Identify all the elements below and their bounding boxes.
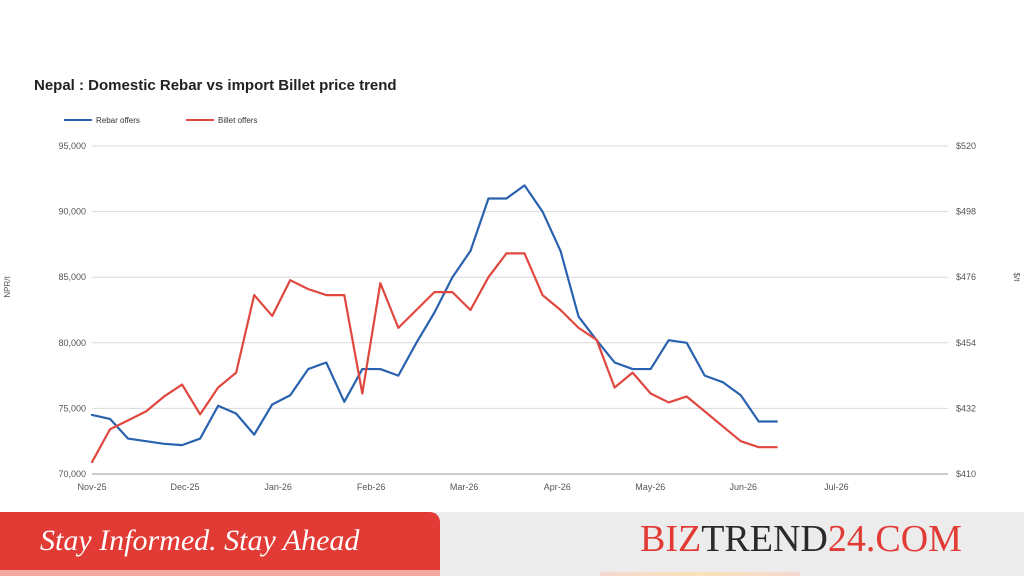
gridlines — [92, 145, 948, 475]
y-axis-right: $410 $432 $454 $476 $498 $520 — [956, 141, 976, 479]
slogan-text: Stay Informed. Stay Ahead — [40, 524, 360, 557]
legend: Rebar offers Billet offers — [64, 116, 257, 125]
y-tick-left: 95,000 — [58, 141, 86, 151]
y-axis-left-label: NPR/t — [3, 276, 12, 298]
x-tick: Apr-26 — [544, 482, 571, 492]
brand-part-trend: TREND — [701, 518, 828, 560]
y-tick-left: 90,000 — [58, 207, 86, 217]
x-tick: Jul-26 — [824, 482, 849, 492]
y-tick-right: $520 — [956, 141, 976, 151]
y-tick-left: 85,000 — [58, 272, 86, 282]
series-line-billet — [90, 252, 778, 464]
y-axis-right-label: $/t — [1012, 273, 1021, 283]
x-tick: Nov-25 — [77, 482, 106, 492]
y-tick-right: $476 — [956, 272, 976, 282]
brand-underline — [600, 572, 800, 576]
y-axis-left: 70,000 75,000 80,000 85,000 90,000 95,000 — [58, 141, 86, 479]
y-tick-left: 70,000 — [58, 469, 86, 479]
y-tick-right: $454 — [956, 338, 976, 348]
x-tick: Jan-26 — [264, 482, 292, 492]
y-tick-right: $498 — [956, 207, 976, 217]
chart: Nepal : Domestic Rebar vs import Billet … — [3, 77, 1021, 492]
legend-label-rebar: Rebar offers — [96, 116, 140, 125]
y-tick-right: $410 — [956, 469, 976, 479]
y-tick-left: 80,000 — [58, 338, 86, 348]
brand-part-24com: 24.COM — [827, 518, 962, 560]
brand-logo[interactable]: BIZTREND24.COM — [640, 514, 962, 564]
series-line-rebar — [90, 184, 778, 447]
x-tick: Dec-25 — [171, 482, 200, 492]
x-tick: Feb-26 — [357, 482, 386, 492]
x-tick: Jun-26 — [730, 482, 758, 492]
y-tick-left: 75,000 — [58, 403, 86, 413]
legend-label-billet: Billet offers — [218, 116, 257, 125]
x-tick: Mar-26 — [450, 482, 479, 492]
chart-title: Nepal : Domestic Rebar vs import Billet … — [34, 77, 397, 94]
series-lines — [90, 184, 778, 464]
brand-part-biz: BIZ — [640, 518, 702, 560]
slogan-banner — [0, 512, 440, 570]
x-axis: Nov-25 Dec-25 Jan-26 Feb-26 Mar-26 Apr-26 May-… — [77, 482, 848, 492]
x-tick: May-26 — [635, 482, 665, 492]
y-tick-right: $432 — [956, 403, 976, 413]
banner-accent-strip — [0, 570, 440, 576]
